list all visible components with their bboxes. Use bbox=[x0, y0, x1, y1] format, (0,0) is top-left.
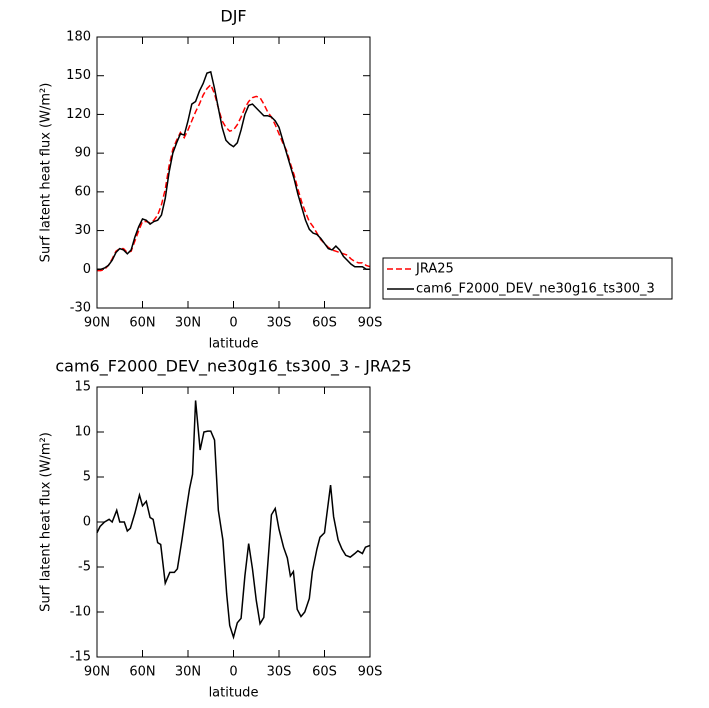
x-tick-label: 0 bbox=[229, 665, 237, 680]
y-tick-label: 120 bbox=[66, 107, 91, 122]
plot-frame bbox=[96, 386, 371, 658]
y-tick-label: 0 bbox=[83, 515, 91, 530]
x-tick-label: 60N bbox=[129, 316, 155, 331]
y-axis-label: Surf latent heat flux (W/m²) bbox=[39, 83, 54, 263]
y-tick-label: 180 bbox=[66, 30, 91, 45]
x-tick-label: 30N bbox=[175, 665, 201, 680]
plot-frame bbox=[96, 36, 371, 309]
y-tick-label: 30 bbox=[74, 223, 91, 238]
y-axis-label: Surf latent heat flux (W/m²) bbox=[39, 432, 54, 612]
x-tick-label: 90S bbox=[358, 665, 383, 680]
legend-label: JRA25 bbox=[415, 262, 454, 277]
y-tick-label: 10 bbox=[74, 425, 91, 440]
data-line bbox=[97, 70, 370, 271]
x-axis-label: latitude bbox=[209, 337, 259, 352]
x-tick-label: 90N bbox=[84, 316, 110, 331]
y-tick-label: -5 bbox=[78, 560, 91, 575]
x-tick-label: 30S bbox=[267, 665, 292, 680]
x-tick-label: 30S bbox=[267, 316, 292, 331]
x-tick-label: 0 bbox=[229, 316, 237, 331]
x-tick-label: 60N bbox=[129, 665, 155, 680]
data-line bbox=[97, 83, 371, 272]
x-tick-label: 90S bbox=[358, 316, 383, 331]
x-tick-label: 90N bbox=[84, 665, 110, 680]
chart-title: DJF bbox=[220, 7, 246, 26]
chart-title: cam6_F2000_DEV_ne30g16_ts300_3 - JRA25 bbox=[55, 357, 411, 377]
y-tick-label: 0 bbox=[83, 262, 91, 277]
x-tick-label: 60S bbox=[312, 665, 337, 680]
y-tick-label: -10 bbox=[70, 605, 91, 620]
x-axis-label: latitude bbox=[209, 686, 259, 701]
x-tick-label: 60S bbox=[312, 316, 337, 331]
y-tick-label: 90 bbox=[74, 146, 91, 161]
y-tick-label: 15 bbox=[74, 380, 91, 395]
y-tick-label: 150 bbox=[66, 68, 91, 83]
y-tick-label: 5 bbox=[83, 470, 91, 485]
y-tick-label: -15 bbox=[70, 650, 91, 665]
y-tick-label: 60 bbox=[74, 184, 91, 199]
x-tick-label: 30N bbox=[175, 316, 201, 331]
legend-box bbox=[382, 257, 673, 300]
y-tick-label: -30 bbox=[70, 301, 91, 316]
legend-label: cam6_F2000_DEV_ne30g16_ts300_3 bbox=[416, 282, 655, 297]
data-line bbox=[96, 400, 371, 640]
